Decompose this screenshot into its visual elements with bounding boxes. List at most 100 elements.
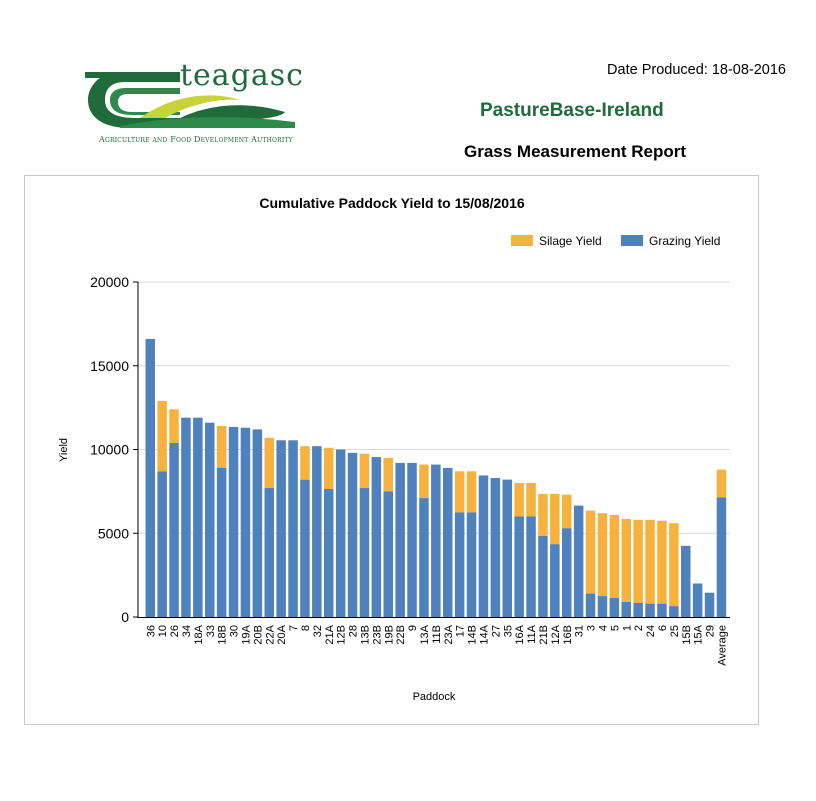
- bar-grazing-yield: [514, 516, 524, 617]
- bar-silage-yield: [562, 494, 572, 529]
- bar-grazing-yield: [145, 338, 155, 617]
- bar-silage-yield: [359, 453, 370, 489]
- bar-silage-yield: [621, 519, 631, 602]
- bar-grazing-yield: [681, 545, 691, 617]
- x-tick-label: 23B: [371, 625, 383, 645]
- x-tick-label: 2: [633, 625, 645, 631]
- bar-grazing-yield: [383, 491, 393, 617]
- x-tick-label: Average: [716, 625, 728, 666]
- bar-silage-yield: [454, 471, 465, 513]
- bar-grazing-yield: [490, 477, 501, 617]
- y-tick-label: 20000: [90, 274, 129, 290]
- bar-grazing-yield: [240, 427, 251, 617]
- bar-grazing-yield: [312, 446, 322, 617]
- x-tick-label: 12B: [336, 625, 348, 645]
- bar-grazing-yield: [550, 544, 560, 617]
- x-tick-label: 32: [312, 625, 324, 637]
- bar-grazing-yield: [562, 528, 572, 617]
- bar-silage-yield: [300, 446, 310, 480]
- x-axis-label: Paddock: [413, 691, 456, 703]
- x-tick-label: 12A: [550, 624, 562, 644]
- bar-silage-yield: [157, 400, 167, 472]
- teagasc-logo: [85, 72, 295, 128]
- bar-grazing-yield: [431, 464, 441, 617]
- bar-silage-yield: [216, 426, 227, 468]
- x-tick-label: 15A: [693, 624, 705, 644]
- bar-grazing-yield: [288, 440, 298, 617]
- x-tick-label: 27: [490, 625, 502, 637]
- bar-silage-yield: [550, 493, 560, 545]
- x-tick-label: 7: [288, 625, 300, 631]
- bar-grazing-yield: [216, 467, 227, 617]
- bar-grazing-yield: [633, 602, 643, 617]
- x-tick-label: 16B: [562, 625, 574, 645]
- x-tick-label: 9: [407, 625, 419, 631]
- yield-chart: Cumulative Paddock Yield to 15/08/2016 S…: [58, 195, 730, 703]
- x-tick-label: 19B: [383, 625, 395, 645]
- legend-swatch: [621, 235, 643, 246]
- x-tick-label: 14B: [467, 625, 479, 645]
- bar-grazing-yield: [264, 488, 274, 617]
- x-tick-label: 10: [157, 625, 169, 637]
- bar-grazing-yield: [454, 512, 465, 617]
- bar-grazing-yield: [621, 601, 631, 617]
- x-tick-label: 5: [609, 625, 621, 631]
- x-tick-label: 21B: [538, 625, 550, 645]
- bar-grazing-yield: [609, 597, 620, 617]
- x-tick-label: 33: [205, 625, 217, 637]
- bar-grazing-yield: [526, 516, 536, 617]
- x-tick-label: 16A: [514, 624, 526, 644]
- x-tick-label: 13B: [359, 625, 371, 645]
- x-tick-label: 19A: [240, 624, 252, 644]
- bar-grazing-yield: [205, 422, 215, 617]
- bar-grazing-yield: [324, 488, 334, 617]
- bar-grazing-yield: [335, 449, 346, 617]
- x-tick-label: 18B: [217, 625, 229, 645]
- bar-silage-yield: [514, 483, 524, 517]
- x-tick-label: 1: [621, 625, 633, 631]
- bar-grazing-yield: [538, 535, 548, 617]
- bar-silage-yield: [609, 514, 620, 598]
- bar-grazing-yield: [276, 440, 286, 617]
- bar-grazing-yield: [395, 462, 405, 617]
- logo-wordmark: teagasc: [180, 58, 304, 93]
- x-tick-label: 26: [169, 625, 181, 637]
- x-tick-label: 29: [705, 625, 717, 637]
- x-tick-label: 4: [597, 625, 609, 631]
- x-tick-label: 15B: [681, 625, 693, 645]
- bar-silage-yield: [597, 513, 608, 597]
- bar-grazing-yield: [597, 596, 608, 617]
- bar-grazing-yield: [716, 497, 727, 617]
- bar-silage-yield: [383, 457, 393, 492]
- bar-grazing-yield: [478, 475, 489, 617]
- x-tick-label: 25: [669, 625, 681, 637]
- bar-grazing-yield: [669, 606, 679, 617]
- bar-grazing-yield: [573, 505, 584, 617]
- x-tick-label: 21A: [324, 624, 336, 644]
- x-tick-label: 3: [586, 625, 598, 631]
- bar-silage-yield: [264, 437, 274, 489]
- y-tick-label: 5000: [98, 525, 129, 541]
- bar-silage-yield: [538, 493, 548, 536]
- y-tick-label: 0: [121, 609, 129, 625]
- legend-label: Grazing Yield: [649, 234, 720, 248]
- report-title: Grass Measurement Report: [464, 142, 687, 161]
- bar-grazing-yield: [157, 471, 167, 617]
- brand-title: PastureBase-Ireland: [480, 100, 664, 121]
- date-produced: Date Produced: 18-08-2016: [607, 62, 786, 78]
- bar-grazing-yield: [193, 417, 203, 617]
- chart-bars: [145, 338, 727, 617]
- x-tick-label: 34: [181, 625, 193, 637]
- x-tick-label: 20A: [276, 624, 288, 644]
- x-tick-label: 23A: [443, 624, 455, 644]
- bar-grazing-yield: [300, 479, 310, 617]
- bar-silage-yield: [585, 510, 596, 594]
- bar-grazing-yield: [466, 512, 477, 617]
- x-axis-ticks: 36 10 26 34 18A 33 18B 30 19A 20B 22A 20A 7 8 32 21A 12B…: [145, 624, 728, 665]
- x-tick-label: 24: [645, 625, 657, 637]
- x-tick-label: 11B: [431, 625, 443, 644]
- x-tick-label: 11A: [526, 624, 538, 643]
- x-tick-label: 6: [657, 625, 669, 631]
- bar-silage-yield: [716, 469, 727, 498]
- bar-silage-yield: [324, 447, 334, 489]
